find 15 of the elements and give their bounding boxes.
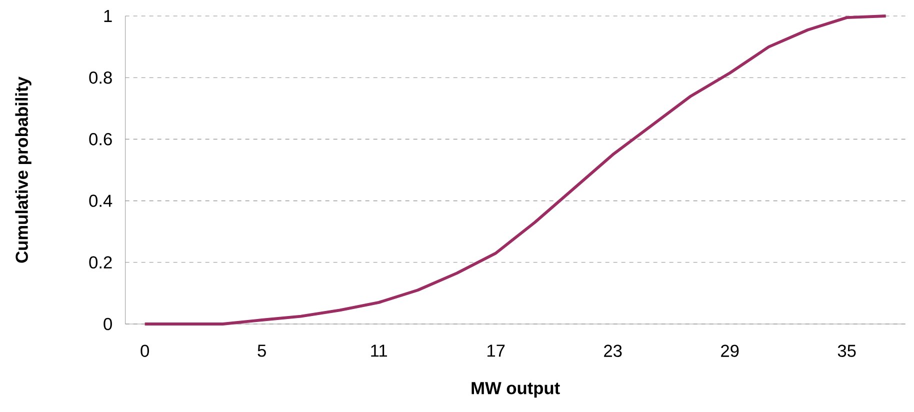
y-axis-title: Cumulative probability — [15, 76, 32, 263]
x-tick-label: 23 — [604, 344, 622, 357]
y-tick-label: 0.6 — [89, 133, 112, 146]
x-axis-title: MW output — [472, 382, 560, 398]
x-tick-label: 11 — [371, 344, 387, 357]
x-tick-label: 17 — [488, 344, 505, 357]
y-tick-label: 0.2 — [89, 256, 112, 269]
x-tick-label: 35 — [838, 344, 856, 357]
x-tick-label: 29 — [721, 344, 739, 357]
y-tick-label: 0.4 — [89, 194, 112, 207]
x-tick-label: 0 — [140, 344, 149, 357]
x-tick-label: 5 — [258, 344, 266, 357]
y-tick-label: 1 — [104, 10, 112, 22]
y-tick-label: 0 — [104, 318, 112, 330]
y-tick-label: 0.8 — [89, 71, 112, 84]
